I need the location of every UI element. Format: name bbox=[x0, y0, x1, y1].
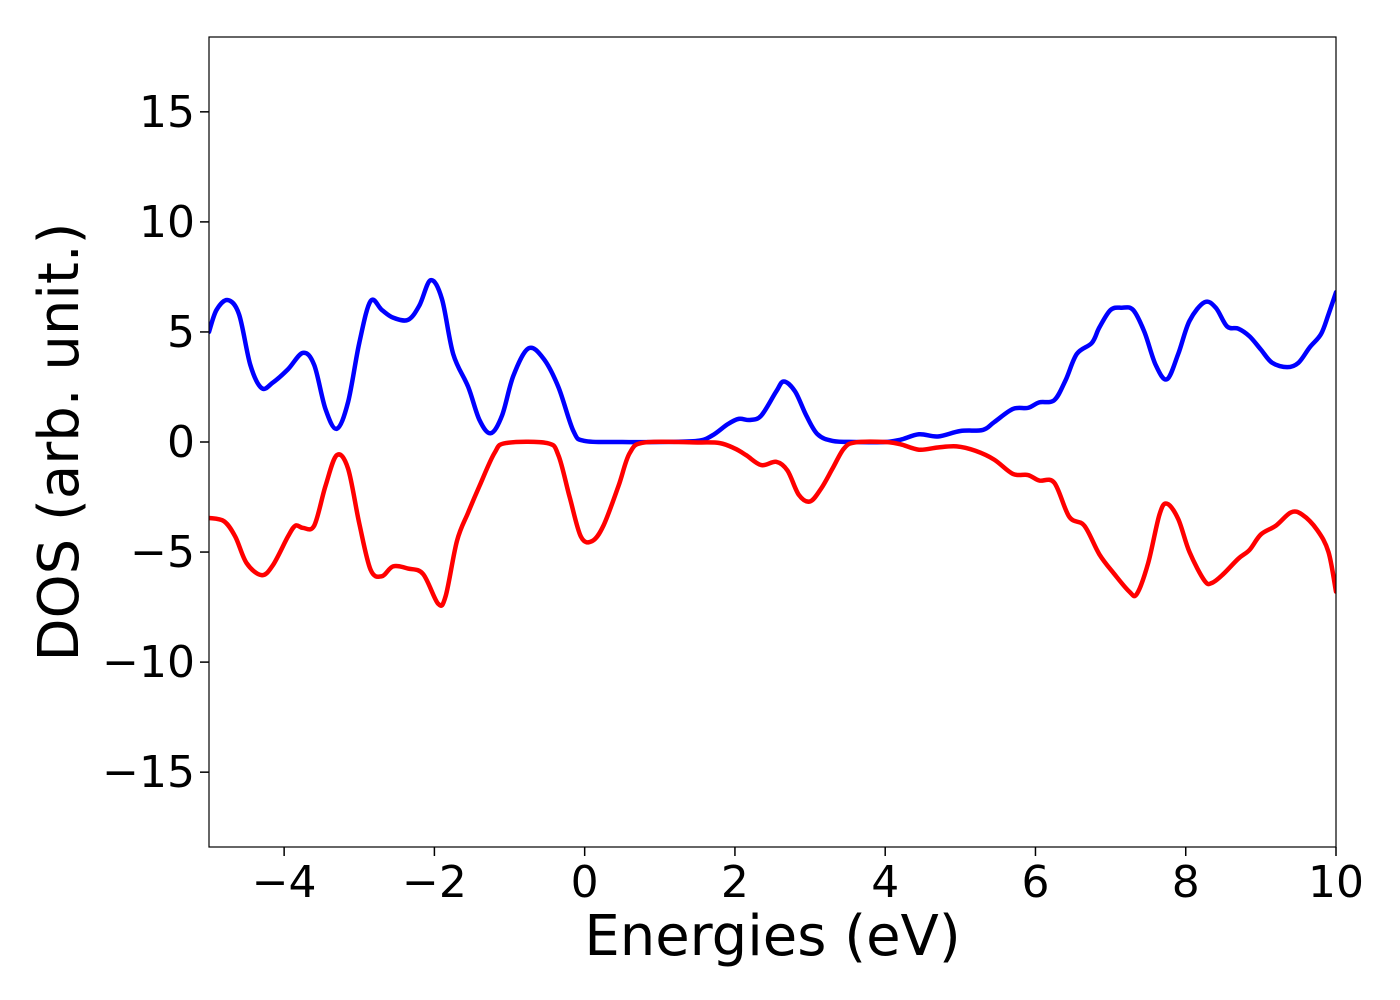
y-tick-label: 0 bbox=[167, 417, 195, 468]
y-tick-label: 5 bbox=[167, 307, 195, 358]
x-tick-label: 10 bbox=[1308, 857, 1364, 908]
y-tick-label: 15 bbox=[139, 87, 195, 138]
series-layer bbox=[209, 277, 1336, 608]
y-axis-label: DOS (arb. unit.) bbox=[27, 222, 92, 661]
y-tick-label: 10 bbox=[139, 197, 195, 248]
series-line-spin-up bbox=[209, 277, 1336, 445]
y-tick-label: −10 bbox=[102, 637, 195, 688]
y-tick-label: −5 bbox=[130, 527, 195, 578]
y-axis-ticks: 15 10 5 0 −5 −10 −15 bbox=[102, 87, 209, 798]
x-axis-ticks: −4 −2 0 2 4 6 8 10 bbox=[252, 847, 1364, 908]
x-tick-label: −2 bbox=[402, 857, 467, 908]
series-line-spin-down bbox=[209, 439, 1336, 608]
x-tick-label: 2 bbox=[721, 857, 749, 908]
plot-frame bbox=[208, 36, 1337, 848]
x-tick-label: 6 bbox=[1021, 857, 1049, 908]
x-tick-label: 0 bbox=[571, 857, 599, 908]
x-tick-label: 8 bbox=[1172, 857, 1200, 908]
x-tick-label: −4 bbox=[252, 857, 317, 908]
x-axis-label: Energies (eV) bbox=[584, 904, 960, 969]
x-tick-label: 4 bbox=[871, 857, 899, 908]
y-tick-label: −15 bbox=[102, 747, 195, 798]
